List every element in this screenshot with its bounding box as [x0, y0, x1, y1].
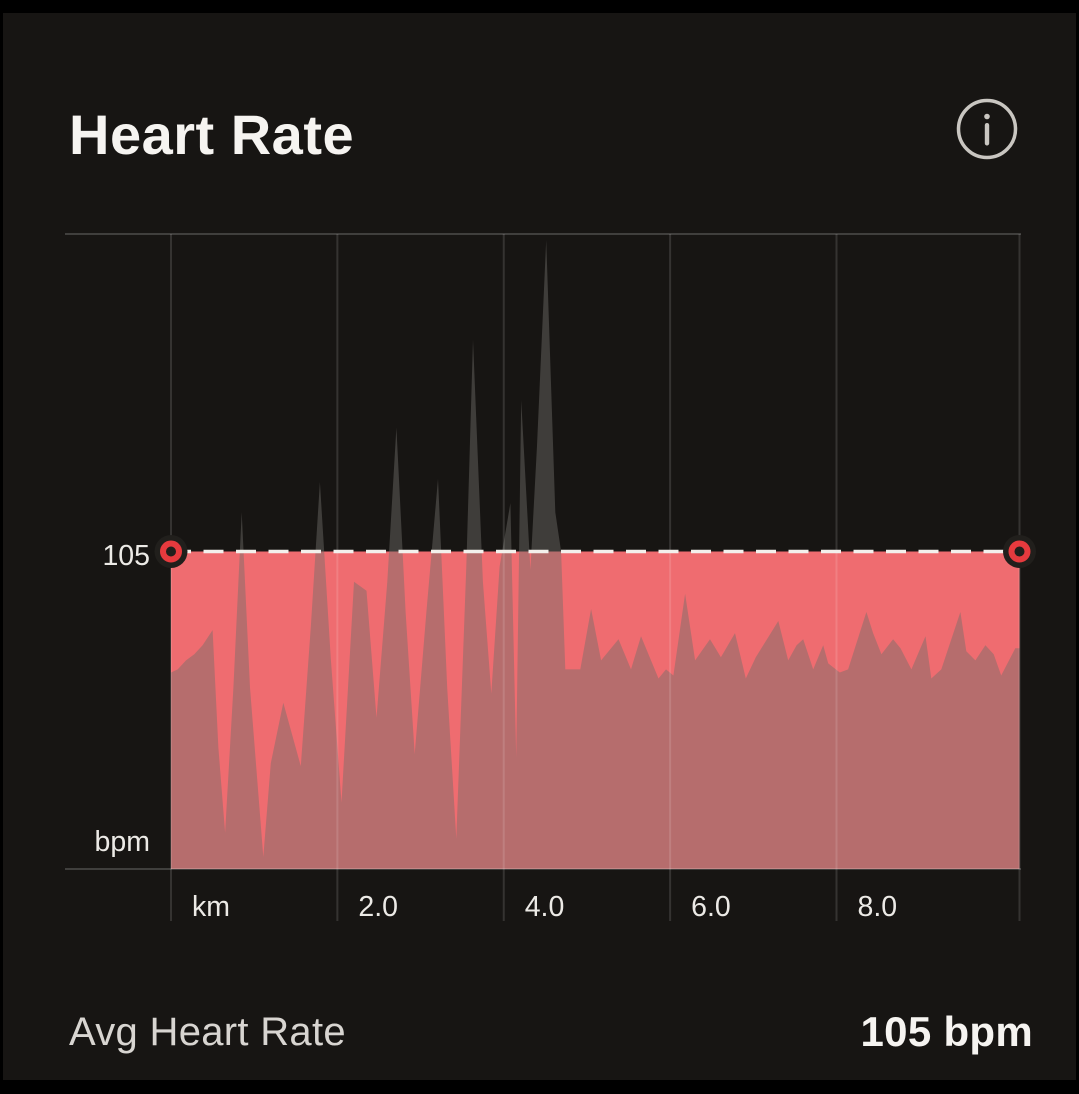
y-axis-avg-label: 105: [102, 540, 150, 572]
avg-line-right-handle[interactable]: [1003, 535, 1036, 568]
heart-rate-card: Heart Rate 105 bpm km 2.0 4.0 6.0 8.0: [3, 13, 1076, 1080]
y-axis-unit-label: bpm: [95, 826, 150, 858]
x-tick-label-8: 8.0: [858, 891, 898, 923]
info-circle-icon: [956, 98, 1018, 160]
gridlines: [170, 234, 1021, 921]
page-title: Heart Rate: [69, 103, 355, 166]
heart-rate-chart[interactable]: 105 bpm km 2.0 4.0 6.0 8.0: [3, 13, 1079, 1094]
summary-row: Avg Heart Rate 105 bpm: [69, 1006, 1033, 1058]
x-tick-label-4: 4.0: [525, 891, 565, 923]
x-tick-label-6: 6.0: [691, 891, 731, 923]
info-button[interactable]: [955, 97, 1019, 161]
avg-heart-rate-value: 105 bpm: [860, 1008, 1033, 1055]
avg-heart-rate-label: Avg Heart Rate: [69, 1009, 346, 1054]
x-tick-label-2: 2.0: [358, 891, 398, 923]
x-tick-label-km: km: [192, 891, 230, 923]
avg-line-left-handle[interactable]: [154, 535, 188, 568]
area-fill-layer: [171, 240, 1020, 869]
